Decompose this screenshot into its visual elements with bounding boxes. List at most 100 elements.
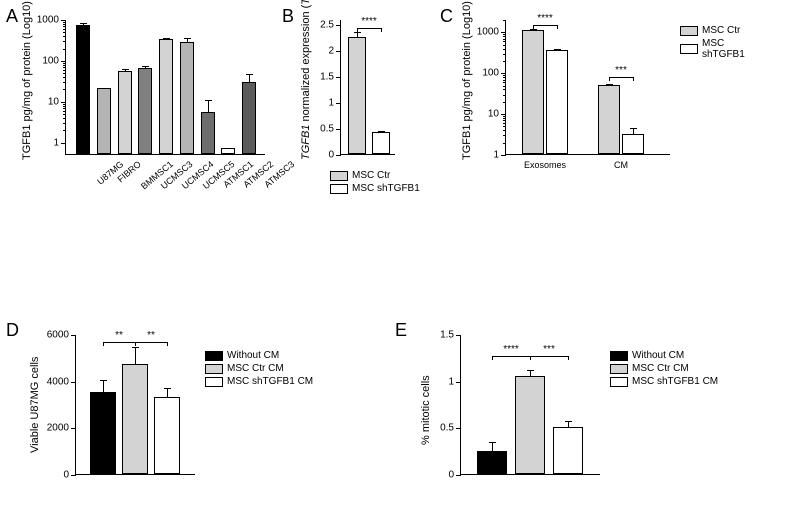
sig-text: ***	[615, 65, 627, 76]
sig-text: ****	[503, 344, 519, 355]
errorbar	[568, 421, 569, 428]
bar	[477, 451, 507, 474]
sig-line	[530, 356, 568, 357]
errorbar	[208, 100, 209, 114]
legend-label: MSC shTGFB1	[702, 38, 765, 60]
bar	[154, 397, 180, 474]
sig-text: ***	[543, 344, 555, 355]
bar	[553, 427, 583, 474]
ytick-minor	[63, 73, 66, 74]
bar	[622, 134, 644, 154]
ytick-minor	[63, 41, 66, 42]
legend-swatch	[610, 377, 628, 387]
panel-b-label: B	[282, 6, 294, 27]
ytick-minor	[503, 116, 506, 117]
yticklabel: 2.5	[320, 20, 341, 31]
bar	[522, 30, 544, 154]
sig-tick	[568, 356, 569, 360]
sig-tick	[381, 28, 382, 32]
bar	[122, 364, 148, 474]
sig-line	[103, 342, 135, 343]
sig-tick	[533, 25, 534, 29]
ytick-minor	[503, 77, 506, 78]
legend-label: MSC Ctr CM	[227, 363, 284, 374]
legend-swatch	[205, 364, 223, 374]
yticklabel: 1	[328, 98, 341, 109]
ytick-minor	[63, 49, 66, 50]
sig-tick	[557, 25, 558, 29]
sig-tick	[492, 356, 493, 360]
yticklabel: 1.5	[320, 72, 341, 83]
ytick-minor	[63, 130, 66, 131]
yticklabel: 2	[328, 46, 341, 57]
errorbar	[103, 380, 104, 393]
ytick-minor	[503, 130, 506, 131]
errorcap	[630, 128, 637, 129]
errorbar	[167, 388, 168, 398]
sig-text: **	[147, 330, 155, 341]
sig-line	[609, 77, 633, 78]
ytick-minor	[63, 26, 66, 27]
chart-b: TGFB1 normalized expression (TBP) 00.511…	[340, 20, 420, 195]
chart-a: TGFB1 pg/mg of protein (Log10) 110100100…	[65, 20, 265, 195]
chart-d-plot: 0200040006000****	[75, 335, 195, 475]
chart-e: % mitotic cells 00.511.5******* Without …	[460, 335, 760, 505]
errorcap	[132, 347, 139, 348]
errorcap	[164, 388, 171, 389]
ytick-minor	[63, 70, 66, 71]
errorcap	[101, 88, 108, 89]
chart-d: Viable U87MG cells 0200040006000**** Wit…	[75, 335, 365, 505]
ytick-minor	[503, 102, 506, 103]
legend-swatch	[610, 351, 628, 361]
ytick-minor	[503, 143, 506, 144]
bar	[138, 68, 152, 154]
ytick-minor	[63, 32, 66, 33]
yticklabel: 0	[63, 470, 76, 481]
yticklabel: 0.5	[320, 124, 341, 135]
legend-swatch	[205, 377, 223, 387]
yticklabel: 1000	[37, 15, 66, 26]
bar	[159, 39, 173, 154]
bar	[546, 50, 568, 154]
bar	[97, 88, 111, 154]
errorcap	[184, 38, 191, 39]
chart-b-legend: MSC Ctr MSC shTGFB1	[330, 170, 420, 196]
ytick-minor	[503, 54, 506, 55]
legend-swatch	[330, 184, 348, 194]
ytick-minor	[503, 39, 506, 40]
ytick-minor	[503, 75, 506, 76]
chart-c-ylabel: TGFB1 pg/mg of protein (Log10)	[461, 1, 473, 160]
ytick-minor	[63, 67, 66, 68]
ytick-minor	[63, 114, 66, 115]
yticklabel: 1000	[477, 27, 506, 38]
errorcap	[354, 32, 361, 33]
sig-text: ****	[361, 16, 377, 27]
yticklabel: 0	[328, 150, 341, 161]
legend-label: MSC Ctr	[702, 25, 740, 36]
ytick-minor	[503, 86, 506, 87]
ytick-minor	[63, 106, 66, 107]
xticklabel: Exosomes	[522, 160, 568, 170]
legend-label: MSC Ctr	[352, 170, 390, 181]
bar	[90, 392, 116, 474]
legend-label: MSC shTGFB1 CM	[632, 376, 718, 387]
errorcap	[163, 38, 170, 39]
yticklabel: 6000	[47, 330, 76, 341]
ytick-minor	[503, 45, 506, 46]
errorcap	[378, 131, 385, 132]
ytick-minor	[503, 120, 506, 121]
chart-d-legend: Without CM MSC Ctr CM MSC shTGFB1 CM	[205, 350, 313, 389]
legend-swatch	[330, 171, 348, 181]
sig-line	[492, 356, 530, 357]
yticklabel: 1.5	[440, 330, 461, 341]
yticklabel: 4000	[47, 376, 76, 387]
ytick-minor	[63, 118, 66, 119]
sig-tick	[609, 77, 610, 81]
ytick-minor	[503, 123, 506, 124]
errorbar	[492, 442, 493, 451]
ytick-minor	[503, 34, 506, 35]
ytick-minor	[503, 82, 506, 83]
chart-e-plot: 00.511.5*******	[460, 335, 600, 475]
errorbar	[249, 74, 250, 83]
ytick-minor	[503, 80, 506, 81]
